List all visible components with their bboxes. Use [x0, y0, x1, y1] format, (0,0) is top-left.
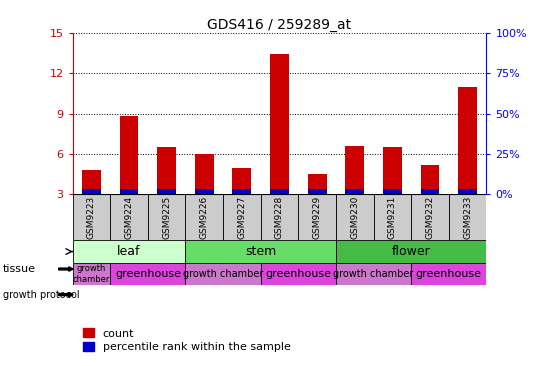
Bar [186, 194, 223, 240]
Text: greenhouse: greenhouse [266, 269, 331, 279]
Bar [336, 194, 373, 240]
Bar [233, 189, 252, 194]
Text: GSM9230: GSM9230 [350, 196, 359, 239]
Bar [186, 263, 260, 285]
Bar [345, 146, 364, 194]
Bar [458, 189, 477, 194]
Text: GSM9227: GSM9227 [238, 196, 247, 239]
Text: GSM9228: GSM9228 [275, 196, 284, 239]
Bar [345, 189, 364, 194]
Bar [120, 189, 139, 194]
Bar [82, 170, 101, 194]
Bar [260, 194, 299, 240]
Text: growth protocol: growth protocol [3, 290, 79, 300]
Bar [82, 189, 101, 194]
Bar [383, 189, 402, 194]
Text: GSM9229: GSM9229 [312, 196, 321, 239]
Text: greenhouse: greenhouse [416, 269, 482, 279]
Bar [233, 168, 252, 194]
Bar [307, 174, 326, 194]
Bar [110, 263, 186, 285]
Legend: count, percentile rank within the sample: count, percentile rank within the sample [78, 324, 295, 357]
Bar [260, 263, 336, 285]
Text: flower: flower [392, 245, 430, 258]
Bar [120, 116, 139, 194]
Bar [383, 147, 402, 194]
Title: GDS416 / 259289_at: GDS416 / 259289_at [207, 18, 352, 32]
Text: GSM9232: GSM9232 [425, 196, 434, 239]
Text: greenhouse: greenhouse [115, 269, 181, 279]
Bar [186, 240, 336, 263]
Text: growth
chamber: growth chamber [73, 265, 110, 284]
Bar [223, 194, 260, 240]
Bar [148, 194, 186, 240]
Text: GSM9224: GSM9224 [125, 196, 134, 239]
Bar [157, 147, 176, 194]
Text: GSM9231: GSM9231 [388, 196, 397, 239]
Bar [373, 194, 411, 240]
Bar [73, 240, 186, 263]
Bar [420, 189, 439, 194]
Bar [157, 189, 176, 194]
Bar [411, 194, 449, 240]
Text: growth chamber: growth chamber [333, 269, 414, 279]
Text: tissue: tissue [3, 264, 36, 274]
Bar [449, 194, 486, 240]
Bar [336, 263, 411, 285]
Text: GSM9226: GSM9226 [200, 196, 209, 239]
Bar [195, 154, 214, 194]
Text: GSM9225: GSM9225 [162, 196, 171, 239]
Bar [270, 189, 289, 194]
Bar [420, 165, 439, 194]
Text: GSM9223: GSM9223 [87, 196, 96, 239]
Bar [73, 263, 110, 285]
Text: stem: stem [245, 245, 276, 258]
Text: growth chamber: growth chamber [183, 269, 263, 279]
Bar [307, 189, 326, 194]
Bar [299, 194, 336, 240]
Text: GSM9233: GSM9233 [463, 196, 472, 239]
Text: leaf: leaf [117, 245, 141, 258]
Bar [411, 263, 486, 285]
Bar [73, 194, 110, 240]
Bar [336, 240, 486, 263]
Bar [110, 194, 148, 240]
Bar [458, 87, 477, 194]
Bar [195, 189, 214, 194]
Bar [270, 55, 289, 194]
